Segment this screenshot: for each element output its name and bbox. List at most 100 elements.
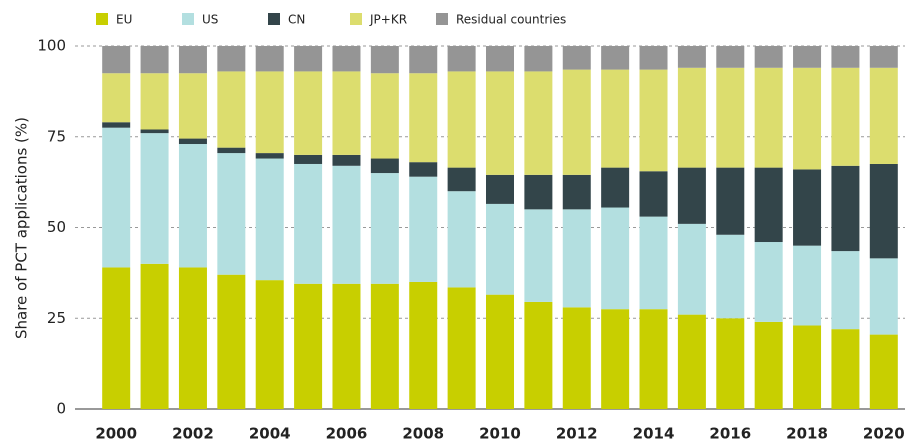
- bar-segment: [294, 283, 323, 409]
- legend-swatch: [436, 13, 448, 25]
- bar-segment: [370, 158, 399, 174]
- bar-segment: [178, 144, 207, 268]
- bar-segment: [793, 245, 822, 326]
- bar-segment: [294, 71, 323, 155]
- bar-segment: [447, 167, 476, 192]
- bar-segment: [677, 167, 706, 224]
- bar-segment: [754, 46, 783, 68]
- bar-segment: [332, 71, 361, 155]
- bar-segment: [486, 294, 514, 409]
- bar-segment: [447, 71, 476, 168]
- bar-segment: [217, 274, 246, 409]
- bar-segment: [140, 133, 169, 264]
- bar-segment: [102, 73, 131, 123]
- bar-segment: [793, 325, 822, 409]
- bar-segment: [102, 122, 131, 128]
- x-tick-label: 2008: [402, 425, 444, 443]
- bar-segment: [524, 71, 553, 175]
- bar-segment: [370, 173, 399, 284]
- bar-segment: [486, 174, 514, 204]
- bar-segment: [831, 251, 860, 330]
- bar-segment: [409, 176, 438, 282]
- bar-segment: [486, 71, 514, 175]
- legend-swatch: [182, 13, 194, 25]
- bar-segment: [140, 73, 169, 130]
- bar-segment: [639, 171, 668, 217]
- bar-segment: [140, 46, 169, 74]
- bar-segment: [754, 321, 783, 409]
- bar-segment: [409, 162, 438, 177]
- x-tick-label: 2004: [249, 425, 291, 443]
- bar-segment: [524, 301, 553, 409]
- x-tick-label: 2000: [95, 425, 137, 443]
- x-tick-label: 2016: [709, 425, 751, 443]
- bar-segment: [639, 46, 668, 70]
- bar-segment: [601, 46, 630, 70]
- legend-label: JP+KR: [369, 13, 407, 27]
- bar-segment: [524, 46, 553, 72]
- x-tick-label: 2018: [786, 425, 828, 443]
- bar-segment: [102, 267, 131, 409]
- bar-segment: [178, 138, 207, 145]
- bar-segment: [486, 46, 514, 72]
- y-tick-label: 50: [47, 218, 66, 236]
- bar-segment: [486, 203, 514, 295]
- bar-segment: [716, 67, 745, 168]
- bar-segment: [447, 46, 476, 72]
- bar-segment: [102, 46, 131, 74]
- legend-label: EU: [116, 13, 132, 27]
- bar-segment: [447, 191, 476, 288]
- bar-segment: [639, 69, 668, 172]
- bar-segment: [178, 267, 207, 409]
- bar-segment: [601, 69, 630, 168]
- y-axis-label: Share of PCT applications (%): [13, 117, 31, 339]
- bar-segment: [524, 174, 553, 210]
- bar-segment: [140, 263, 169, 409]
- bar-segment: [869, 334, 898, 409]
- bar-segment: [102, 127, 131, 268]
- bar-segment: [332, 46, 361, 72]
- x-tick-label: 2010: [479, 425, 521, 443]
- legend-label: CN: [288, 13, 305, 27]
- bar-segment: [831, 46, 860, 68]
- bar-segment: [294, 46, 323, 72]
- bar-segment: [677, 67, 706, 168]
- bar-segment: [562, 307, 591, 409]
- bar-segment: [332, 165, 361, 284]
- bar-segment: [754, 242, 783, 322]
- bar-segment: [294, 154, 323, 164]
- bar-segment: [831, 329, 860, 409]
- bar-segment: [562, 69, 591, 175]
- bar-segment: [793, 67, 822, 170]
- bar-segment: [332, 283, 361, 409]
- bar-segment: [754, 167, 783, 243]
- legend-swatch: [96, 13, 108, 25]
- bar-segment: [178, 73, 207, 139]
- bar-segment: [831, 67, 860, 166]
- bar-segment: [370, 73, 399, 159]
- bar-segment: [332, 154, 361, 166]
- bar-segment: [869, 163, 898, 259]
- bar-segment: [217, 71, 246, 148]
- bar-segment: [716, 318, 745, 409]
- x-tick-label: 2014: [633, 425, 675, 443]
- bar-segment: [255, 153, 284, 159]
- x-tick-label: 2012: [556, 425, 598, 443]
- bar-segment: [601, 309, 630, 409]
- bar-segment: [255, 46, 284, 72]
- bar-segment: [716, 167, 745, 235]
- y-tick-label: 75: [47, 127, 66, 145]
- legend-label: Residual countries: [456, 13, 566, 27]
- bar-segment: [409, 46, 438, 74]
- legend-label: US: [202, 13, 218, 27]
- bar-segment: [601, 207, 630, 310]
- bar-segment: [409, 73, 438, 163]
- bar-segment: [562, 46, 591, 70]
- bar-segment: [562, 174, 591, 210]
- bar-segment: [217, 153, 246, 275]
- legend-swatch: [268, 13, 280, 25]
- bar-segment: [677, 46, 706, 68]
- bar-segment: [370, 283, 399, 409]
- bar-segment: [639, 309, 668, 409]
